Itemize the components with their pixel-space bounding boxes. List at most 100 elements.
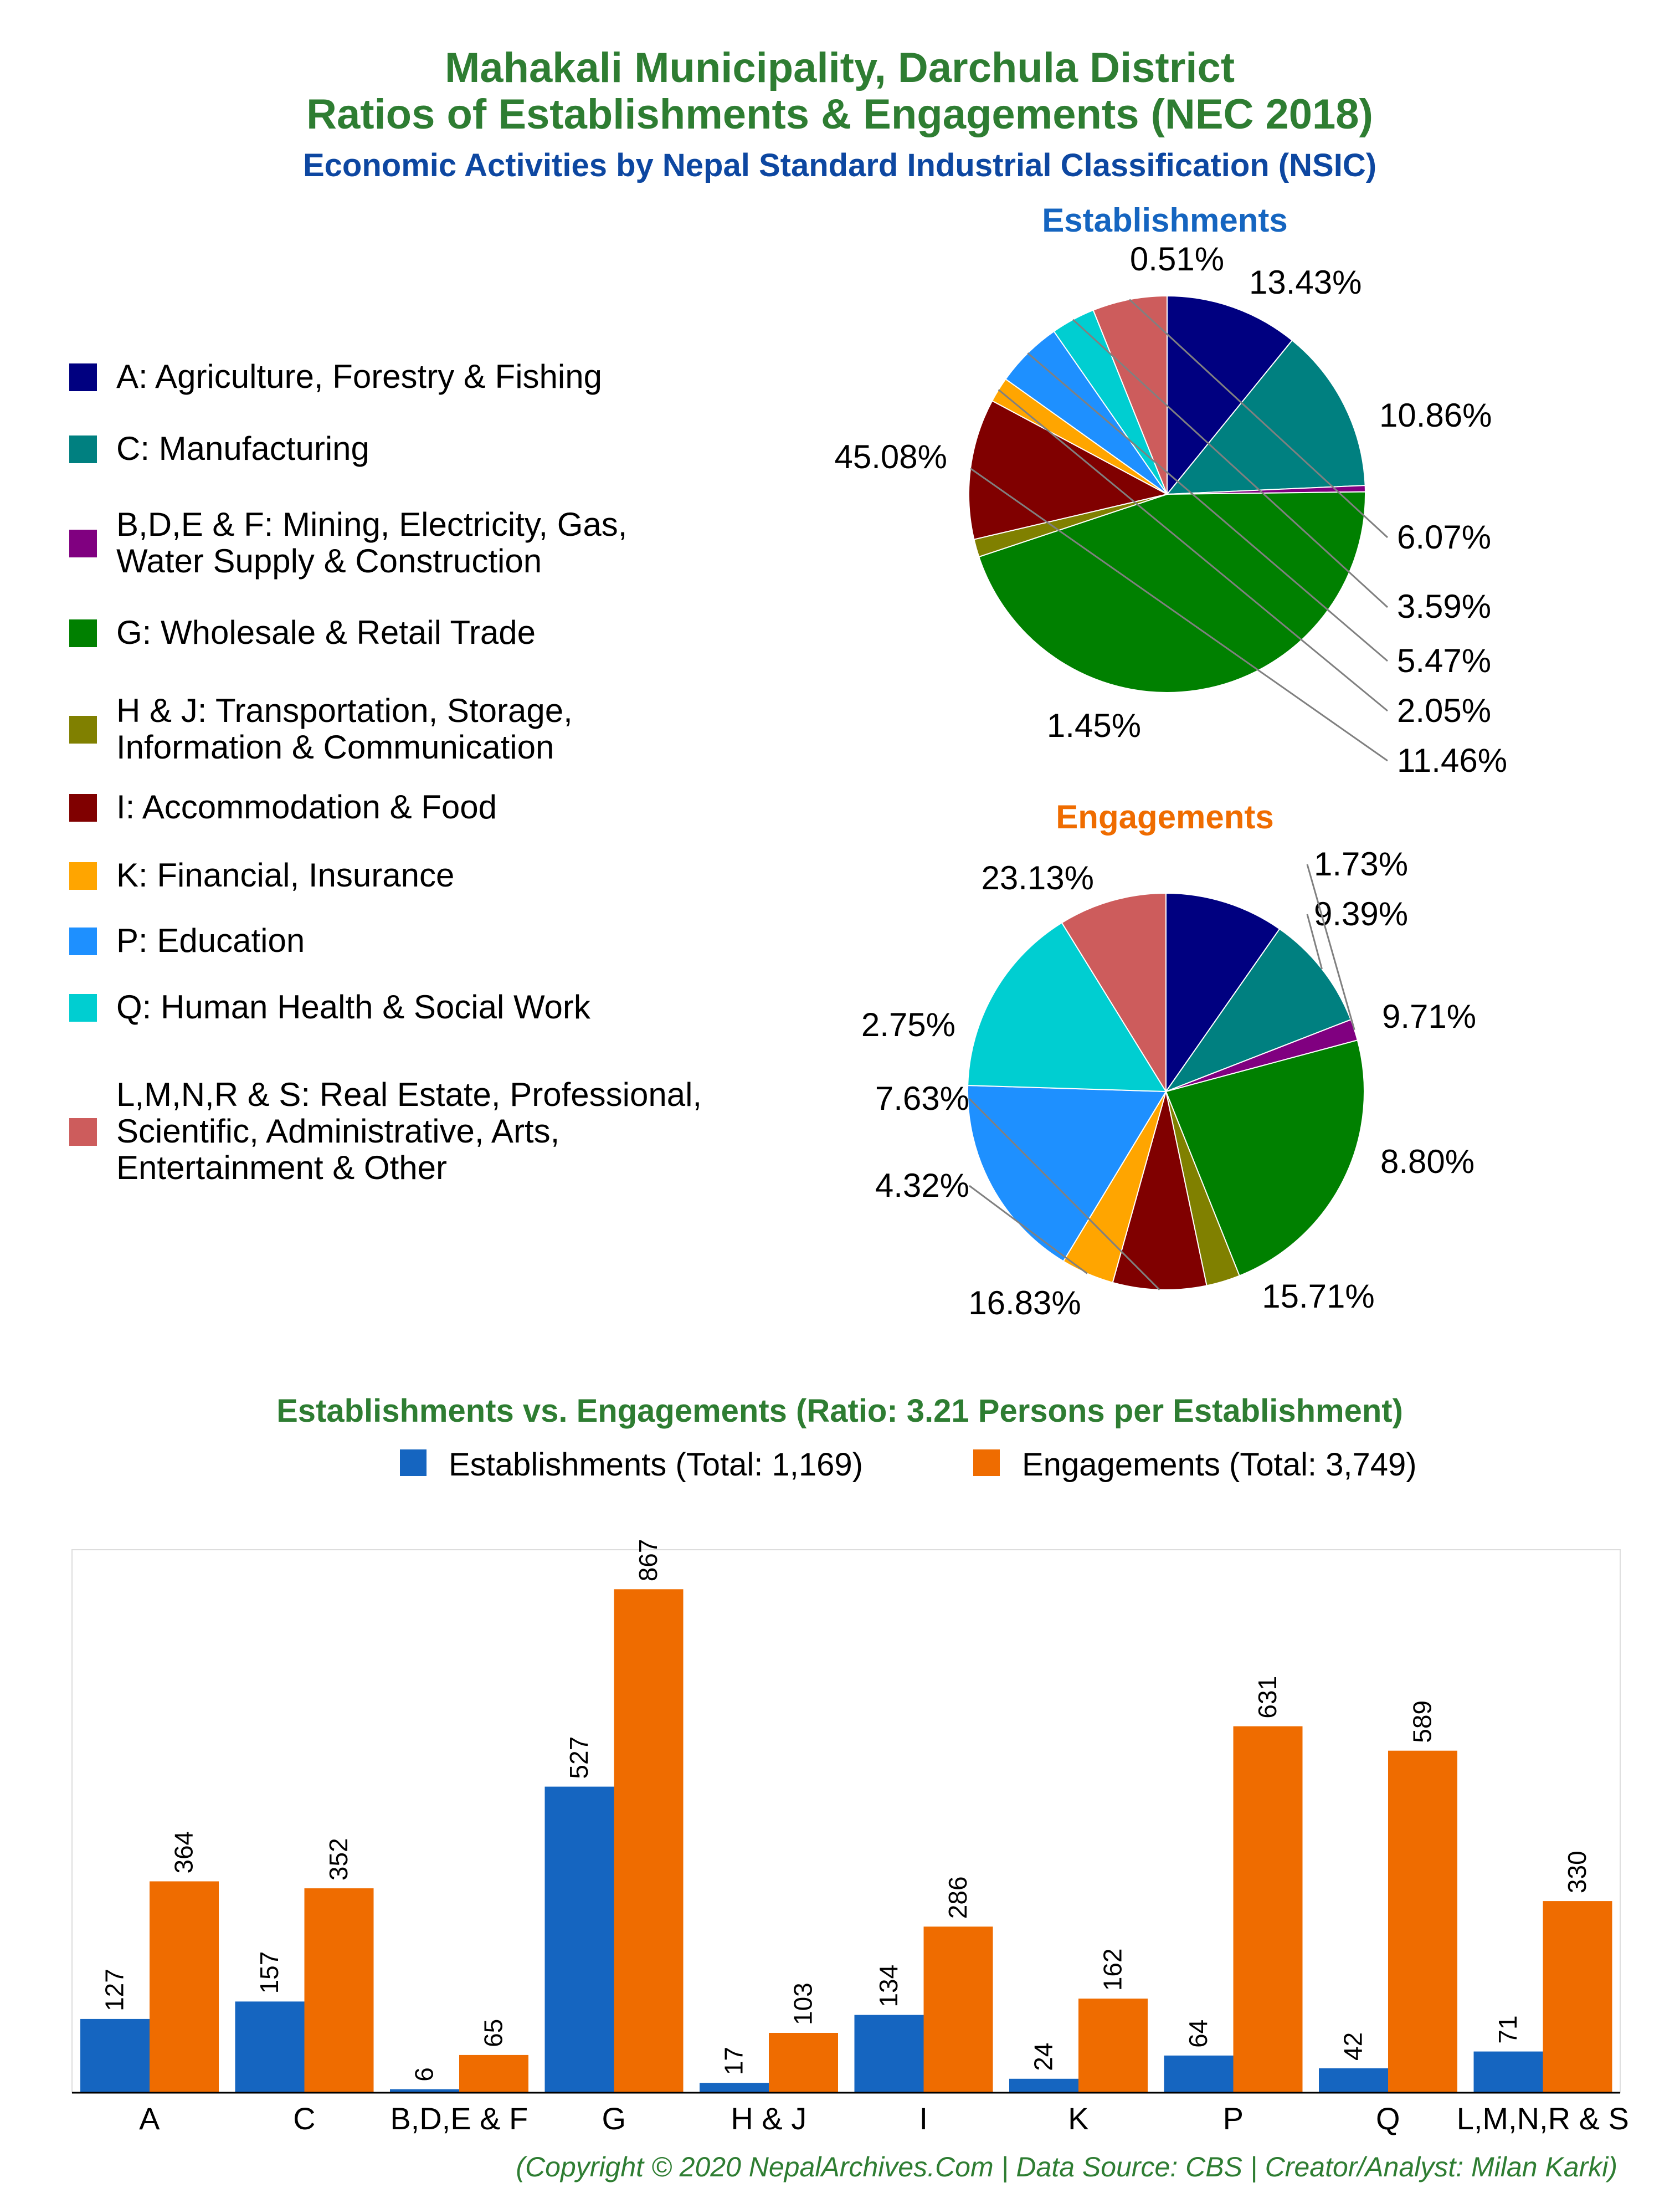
est-label-k: 2.05% — [1397, 692, 1491, 729]
legend-swatch-3 — [69, 619, 97, 647]
est-label-b-d-e-f: 0.51% — [1130, 240, 1224, 278]
data-label-engagements-q: 589 — [1408, 1700, 1437, 1743]
est-slice-a — [1167, 295, 1293, 496]
legend-swatch-9 — [69, 1118, 97, 1146]
data-label-establishments-k: 24 — [1029, 2043, 1058, 2071]
bar-engagements-i — [923, 1926, 993, 2093]
legend-label-4: Information & Communication — [116, 729, 554, 766]
x-tick-q: Q — [1376, 2101, 1400, 2136]
bar-engagements-h-j — [769, 2033, 838, 2093]
eng-leader-i — [968, 1098, 1160, 1290]
x-tick-g: G — [602, 2101, 626, 2136]
eng-label-q: 15.71% — [1262, 1278, 1375, 1315]
eng-label-k: 4.32% — [875, 1167, 969, 1204]
legend-label-2: B,D,E & F: Mining, Electricity, Gas, — [116, 506, 627, 543]
x-tick-b-d-e-f: B,D,E & F — [390, 2101, 528, 2136]
legend-label-6: K: Financial, Insurance — [116, 857, 454, 894]
bar-establishments-l-m-n-r-s — [1473, 2051, 1543, 2093]
bar-establishments-a — [80, 2018, 150, 2093]
data-label-establishments-h-j: 17 — [720, 2047, 748, 2075]
bar-engagements-p — [1233, 1726, 1303, 2093]
x-tick-l-m-n-r-s: L,M,N,R & S — [1457, 2101, 1629, 2136]
data-label-engagements-c: 352 — [324, 1838, 353, 1881]
legend-swatch-8 — [69, 994, 97, 1022]
eng-label-g: 23.13% — [982, 859, 1095, 896]
bar-engagements-a — [150, 1881, 219, 2093]
eng-slice-p — [967, 1085, 1167, 1262]
chart-subtitle: Economic Activities by Nepal Standard In… — [303, 147, 1376, 183]
bar-establishments-p — [1164, 2055, 1234, 2093]
eng-leader-k — [969, 1185, 1088, 1274]
bar-legend-label-0: Establishments (Total: 1,169) — [449, 1447, 863, 1483]
bar-chart: 127 364 A 157 352 C 6 65 B,D,E & F 527 867 G 17 103 H … — [71, 1539, 1629, 2136]
eng-slice-a — [1165, 892, 1281, 1094]
legend-swatch-4 — [69, 716, 97, 744]
bar-legend-swatch-1 — [973, 1449, 1000, 1476]
pie-establishments: 10.86% 13.43% 0.51% 45.08% 1.45% 11.46% 2.05% 5… — [835, 240, 1508, 779]
est-leader-l-m-n-r-s — [1129, 299, 1389, 539]
data-label-engagements-h-j: 103 — [789, 1982, 818, 2025]
data-label-establishments-g: 527 — [564, 1736, 593, 1779]
eng-label-p: 16.83% — [968, 1284, 1081, 1321]
legend-label-2: Water Supply & Construction — [116, 542, 542, 580]
bar-establishments-b-d-e-f — [390, 2089, 459, 2093]
est-label-a: 10.86% — [1379, 397, 1492, 434]
bar-establishments-k — [1009, 2078, 1078, 2093]
bar-legend: Establishments (Total: 1,169) Engagements… — [400, 1447, 1417, 1483]
data-label-engagements-i: 286 — [943, 1876, 972, 1919]
pie-establishments-title: Establishments — [1042, 202, 1287, 239]
est-leader-i — [970, 468, 1388, 762]
est-label-c: 13.43% — [1249, 264, 1362, 301]
legend-swatch-6 — [69, 862, 97, 890]
bar-legend-label-1: Engagements (Total: 3,749) — [1022, 1447, 1417, 1483]
data-label-establishments-i: 134 — [874, 1965, 903, 2007]
bar-establishments-i — [854, 2015, 924, 2093]
bar-engagements-c — [304, 1888, 374, 2093]
legend-swatch-0 — [69, 363, 97, 391]
legend-label-1: C: Manufacturing — [116, 430, 369, 467]
est-label-g: 45.08% — [835, 438, 948, 475]
eng-label-b-d-e-f: 1.73% — [1314, 846, 1408, 883]
est-label-i: 11.46% — [1397, 742, 1507, 779]
legend-label-4: H & J: Transportation, Storage, — [116, 692, 573, 729]
chart-title-line2: Ratios of Establishments & Engagements (… — [306, 91, 1373, 138]
legend-label-9: L,M,N,R & S: Real Estate, Professional, — [116, 1076, 702, 1113]
eng-label-i: 7.63% — [875, 1080, 969, 1117]
bar-legend-swatch-0 — [400, 1449, 427, 1476]
legend-label-0: A: Agriculture, Forestry & Fishing — [116, 358, 602, 395]
legend-label-3: G: Wholesale & Retail Trade — [116, 614, 536, 651]
x-tick-a: A — [139, 2101, 160, 2136]
bar-chart-title: Establishments vs. Engagements (Ratio: 3… — [276, 1393, 1403, 1429]
est-leader-q — [1072, 319, 1389, 608]
data-label-establishments-b-d-e-f: 6 — [410, 2067, 439, 2082]
eng-label-c: 9.39% — [1314, 895, 1408, 932]
legend-swatch-2 — [69, 530, 97, 557]
data-label-establishments-a: 127 — [100, 1969, 129, 2011]
eng-label-h-j: 2.75% — [861, 1006, 955, 1043]
est-leader-k — [998, 389, 1388, 712]
footer-credit: (Copyright © 2020 NepalArchives.Com | Da… — [516, 2151, 1617, 2183]
bar-engagements-l-m-n-r-s — [1543, 1901, 1612, 2093]
eng-leader-c — [1306, 914, 1323, 970]
eng-slice-q — [967, 921, 1167, 1093]
data-label-engagements-l-m-n-r-s: 330 — [1563, 1851, 1591, 1893]
data-label-establishments-l-m-n-r-s: 71 — [1493, 2015, 1522, 2043]
legend-swatch-7 — [69, 928, 97, 955]
est-slice-c — [1165, 339, 1366, 495]
bar-engagements-b-d-e-f — [459, 2054, 528, 2093]
legend-label-5: I: Accommodation & Food — [116, 788, 497, 826]
chart-title-line1: Mahakali Municipality, Darchula District — [445, 44, 1235, 91]
bar-engagements-k — [1078, 1999, 1148, 2093]
x-tick-c: C — [293, 2101, 315, 2136]
est-label-l-m-n-r-s: 6.07% — [1397, 519, 1491, 556]
x-tick-i: I — [919, 2101, 928, 2136]
legend-label-8: Q: Human Health & Social Work — [116, 988, 591, 1026]
legend-swatch-5 — [69, 794, 97, 822]
x-tick-k: K — [1068, 2101, 1088, 2136]
legend-label-9: Entertainment & Other — [116, 1149, 447, 1186]
est-label-q: 3.59% — [1397, 588, 1491, 625]
est-label-h-j: 1.45% — [1047, 707, 1141, 744]
data-label-engagements-p: 631 — [1253, 1676, 1282, 1719]
eng-slice-g — [1165, 1039, 1365, 1277]
